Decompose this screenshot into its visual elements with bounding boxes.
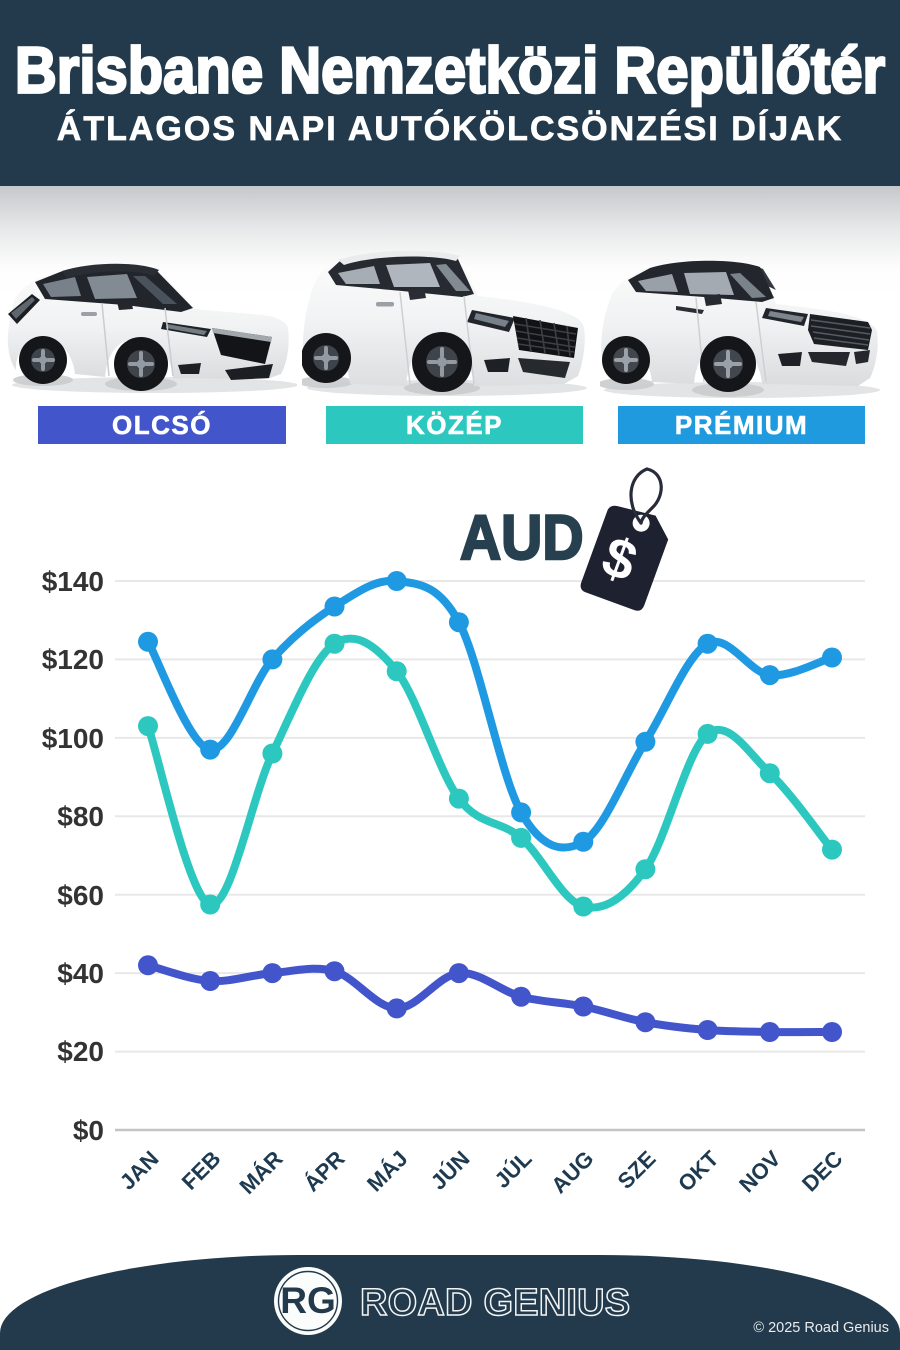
svg-text:$40: $40	[57, 958, 104, 989]
svg-text:FEB: FEB	[177, 1146, 226, 1195]
svg-text:NOV: NOV	[734, 1146, 786, 1198]
svg-text:ÁPR: ÁPR	[299, 1146, 350, 1197]
svg-text:$100: $100	[42, 723, 104, 754]
svg-text:AUG: AUG	[546, 1146, 598, 1198]
svg-text:$140: $140	[42, 566, 104, 597]
svg-text:OKT: OKT	[673, 1145, 724, 1196]
svg-text:MÁJ: MÁJ	[362, 1146, 413, 1197]
svg-text:$60: $60	[57, 880, 104, 911]
svg-text:SZE: SZE	[613, 1146, 661, 1194]
svg-text:RG: RG	[280, 1280, 336, 1321]
svg-text:$120: $120	[42, 644, 104, 675]
svg-text:DEC: DEC	[797, 1146, 848, 1197]
svg-text:JÚL: JÚL	[489, 1146, 536, 1193]
svg-text:JÚN: JÚN	[426, 1146, 475, 1195]
svg-text:JAN: JAN	[115, 1146, 164, 1195]
svg-text:MÁR: MÁR	[234, 1146, 287, 1199]
svg-text:ROAD GENIUS: ROAD GENIUS	[360, 1282, 630, 1324]
svg-text:$80: $80	[57, 801, 104, 832]
svg-text:$0: $0	[73, 1115, 104, 1146]
svg-text:$20: $20	[57, 1036, 104, 1067]
